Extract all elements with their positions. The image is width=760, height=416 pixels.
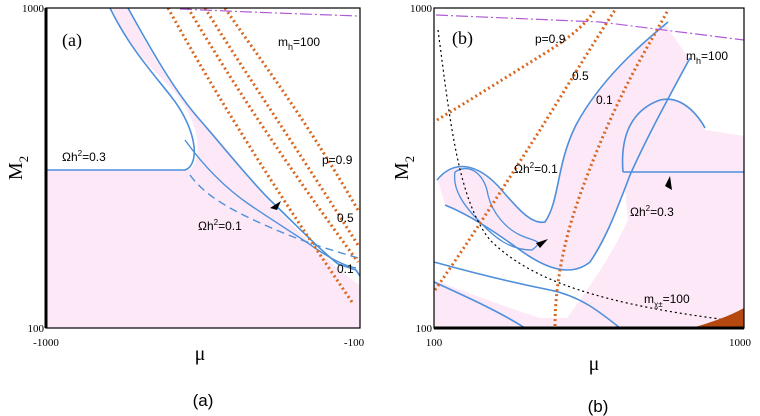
panel-b-ylabel: M2 [391, 156, 417, 180]
panel-b-region-right [560, 98, 744, 328]
panel-a-omega01-contour [127, 7, 361, 277]
panel-b-arrow-island [536, 239, 548, 248]
panel-b-xlabel: μ [589, 353, 600, 375]
panel-a-xtick-left: -1000 [33, 337, 59, 349]
panel-b-mh-label: mh=100 [686, 49, 728, 66]
panel-b-p05-line [433, 9, 617, 291]
panel-a-omega01-dashed [189, 174, 359, 259]
panel-a-allowed-region [46, 8, 360, 328]
panel-a-omega03-contour [46, 7, 196, 171]
panel-b-lower-contour-2 [433, 281, 526, 329]
panel-b-p09-label: p=0.9 [535, 32, 566, 46]
panel-a-p01-lower-line [166, 7, 354, 303]
caption-b: (b) [588, 397, 609, 416]
panel-a-ylabel: M2 [5, 156, 31, 180]
panel-a-arrow [270, 201, 281, 210]
panel-a-p05-line [203, 7, 360, 246]
panel-b-arrow-omega03 [665, 176, 672, 190]
panel-b-omega01-island [453, 167, 539, 251]
panel-a-p09-line [223, 7, 360, 211]
panel-b-label: (b) [452, 28, 473, 49]
svg-text:M2: M2 [391, 156, 417, 180]
panel-a-mh-label: mh=100 [278, 35, 320, 52]
panel-b-p01-label: 0.1 [596, 93, 613, 107]
svg-text:M2: M2 [5, 156, 31, 180]
panel-b-ytick-top: 1000 [410, 3, 433, 15]
panel-a: 1000 100 -1000 -100 μ M2 (a) mh=100 Ωh2=… [5, 3, 365, 410]
panel-a-omega01-contour-inner [184, 139, 357, 269]
panel-a-mh-line [179, 8, 359, 17]
panel-a-xtick-right: -100 [344, 337, 365, 349]
panel-a-omega03-label: Ωh2=0.3 [62, 149, 106, 164]
panel-b-region-upper [438, 24, 690, 270]
panel-b-omega03-contour [621, 98, 706, 173]
panel-a-ytick-top: 1000 [22, 3, 45, 15]
panel-a-p05-label: 0.5 [337, 211, 354, 225]
panel-a-xlabel: μ [195, 343, 206, 365]
panel-b-region-lower [434, 280, 744, 328]
panel-a-ytick-bottom: 100 [28, 323, 45, 335]
panel-b-xtick-left: 100 [426, 337, 443, 349]
panel-b-omega03-label: Ωh2=0.3 [630, 204, 674, 219]
panel-b-lower-contour-1 [433, 261, 621, 329]
panel-b: 1000 100 100 1000 μ M2 (b) p=0.9 0.5 0.1… [391, 3, 752, 416]
panel-b-p01-line [553, 9, 670, 327]
panel-a-p09-label: p=0.9 [322, 153, 353, 167]
panel-b-p09-line [436, 9, 597, 122]
caption-a: (a) [193, 391, 214, 410]
panel-b-p05-label: 0.5 [572, 69, 589, 83]
panel-b-corner-region [692, 308, 744, 328]
panel-b-omega01-label: Ωh2=0.1 [514, 161, 558, 176]
panel-b-xtick-right: 1000 [729, 337, 752, 349]
panel-b-omega01-upper-contour [436, 21, 669, 223]
panel-a-p01-line [186, 7, 360, 263]
panel-a-p01-label: 0.1 [337, 262, 354, 276]
panel-a-label: (a) [62, 30, 82, 51]
panel-a-omega01-label: Ωh2=0.1 [198, 218, 242, 233]
panel-b-ytick-bottom: 100 [416, 323, 433, 335]
panel-b-mh-line [435, 14, 745, 41]
panel-b-mchi-line [437, 29, 745, 323]
panel-b-omega01-inner-contour [444, 57, 691, 271]
panel-b-mchi-label: mχ±=100 [644, 292, 690, 309]
